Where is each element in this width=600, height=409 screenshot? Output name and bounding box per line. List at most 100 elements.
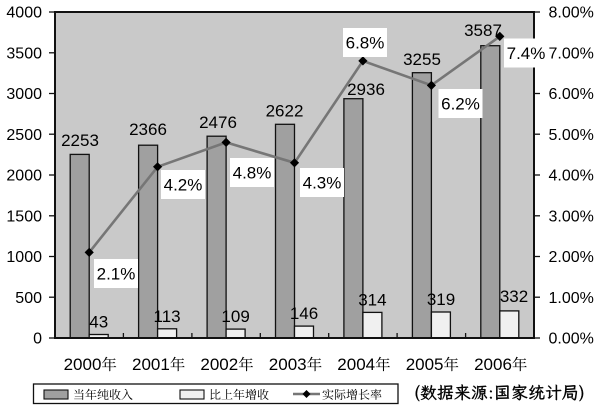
bar-increase-2004[interactable] bbox=[362, 311, 383, 339]
legend-entry-increase[interactable]: 比上年增收 bbox=[179, 388, 269, 402]
year-char-glyph bbox=[375, 356, 390, 372]
glyph-k0029 bbox=[579, 384, 584, 402]
growth-label-2006: 7.4% bbox=[504, 38, 548, 68]
bar-increase-2005[interactable] bbox=[430, 311, 452, 339]
year-char-glyph bbox=[101, 356, 117, 372]
growth-label-box-2000[interactable] bbox=[94, 259, 138, 288]
growth-label-2000: 2.1% bbox=[94, 259, 138, 288]
legend: 当年纯收入 比上年增收 实际增长率 bbox=[32, 383, 399, 405]
growth-label-text-2005: 6.2% bbox=[441, 95, 480, 114]
left-axis-tick-2: 1000 bbox=[6, 249, 42, 266]
glyph-k0028 bbox=[415, 384, 420, 402]
growth-label-box-2006[interactable] bbox=[504, 38, 548, 68]
legend-growth-marker bbox=[302, 390, 311, 398]
growth-label-text-2000: 2.1% bbox=[97, 265, 136, 284]
net-income-label-2002: 2476 bbox=[199, 113, 237, 132]
x-axis-label-2001: 2001 bbox=[132, 355, 185, 374]
year-char-glyph bbox=[170, 356, 185, 372]
x-axis-label-year-digits-2001: 2001 bbox=[132, 355, 170, 374]
growth-label-2005: 6.2% bbox=[438, 89, 483, 118]
right-axis-tick-7: 7.00% bbox=[549, 46, 594, 63]
legend-swatch-increase[interactable] bbox=[179, 389, 205, 400]
growth-label-box-2001[interactable] bbox=[161, 170, 205, 199]
growth-label-text-2002: 4.8% bbox=[233, 164, 272, 183]
right-axis-tick-0: 0.00% bbox=[549, 331, 594, 348]
increase-label-2003: 146 bbox=[290, 304, 318, 323]
x-axis-label-2003: 2003 bbox=[269, 355, 322, 374]
year-char-glyph bbox=[238, 356, 254, 372]
left-axis-tick-6: 3000 bbox=[6, 86, 42, 103]
glyph-k6e90 bbox=[471, 385, 488, 401]
growth-marker-2000[interactable] bbox=[84, 247, 94, 257]
source-note-glyphs bbox=[415, 384, 584, 402]
growth-label-2002: 4.8% bbox=[230, 158, 274, 187]
increase-label-2000: 43 bbox=[89, 313, 108, 332]
increase-label-2004: 314 bbox=[358, 290, 386, 309]
glyph-k8ba1 bbox=[545, 384, 562, 401]
bar-increase-2002[interactable] bbox=[225, 328, 246, 339]
growth-label-box-2003[interactable] bbox=[300, 168, 344, 197]
legend-swatch-net-income[interactable] bbox=[43, 389, 69, 400]
right-axis-tick-5: 5.00% bbox=[549, 127, 594, 144]
growth-marker-2005[interactable] bbox=[426, 80, 436, 90]
glyph-k6765 bbox=[454, 384, 471, 401]
growth-label-text-2003: 4.3% bbox=[303, 174, 342, 193]
bar-net-income-2000[interactable] bbox=[69, 153, 90, 339]
left-axis-tick-5: 2500 bbox=[6, 127, 42, 144]
net-income-label-2001: 2366 bbox=[129, 120, 167, 139]
left-axis-tick-3: 1500 bbox=[6, 208, 42, 225]
right-axis-tick-4: 4.00% bbox=[549, 168, 594, 185]
growth-marker-2004[interactable] bbox=[358, 56, 368, 66]
growth-marker-2001[interactable] bbox=[153, 162, 163, 172]
glyph-k7edf bbox=[528, 384, 545, 401]
increase-label-2002: 109 bbox=[221, 307, 249, 326]
bars-increase bbox=[88, 310, 520, 339]
increase-value-labels: 43 113 109 146 314 319 332 bbox=[89, 287, 528, 332]
x-axis-label-year-digits-2002: 2002 bbox=[200, 355, 238, 374]
glyph-k636e bbox=[437, 384, 454, 401]
growth-marker-2002[interactable] bbox=[221, 137, 231, 148]
growth-label-box-2005[interactable] bbox=[438, 89, 483, 118]
x-axis-label-year-digits-2000: 2000 bbox=[64, 355, 102, 374]
growth-rate-markers bbox=[84, 31, 505, 257]
bar-increase-2003[interactable] bbox=[293, 325, 315, 339]
left-axis-tick-1: 500 bbox=[15, 290, 42, 307]
growth-label-text-2001: 4.2% bbox=[164, 176, 203, 195]
net-income-label-2005: 3255 bbox=[403, 50, 441, 69]
bar-net-income-2006[interactable] bbox=[480, 45, 501, 339]
right-axis-tick-3: 3.00% bbox=[549, 208, 594, 225]
right-axis-tick-8: 8.00% bbox=[549, 5, 594, 22]
glyph-k5c40 bbox=[562, 385, 578, 401]
growth-label-box-2002[interactable] bbox=[230, 158, 274, 187]
legend-entry-growth[interactable]: 实际增长率 bbox=[293, 387, 382, 402]
growth-label-text-2006: 7.4% bbox=[507, 44, 546, 63]
x-axis-label-2006: 2006 bbox=[474, 355, 527, 374]
growth-label-box-2004[interactable] bbox=[343, 28, 387, 57]
growth-marker-2003[interactable] bbox=[289, 158, 300, 168]
x-axis-label-2005: 2005 bbox=[406, 355, 459, 374]
x-axis-label-year-digits-2006: 2006 bbox=[474, 355, 512, 374]
legend-entry-net-income[interactable]: 当年纯收入 bbox=[43, 388, 133, 402]
x-axis-label-2000: 2000 bbox=[64, 355, 117, 374]
bar-increase-2006[interactable] bbox=[499, 310, 520, 339]
net-income-label-2006: 3587 bbox=[464, 21, 502, 40]
right-axis-tick-1: 1.00% bbox=[549, 290, 594, 307]
year-char-glyph bbox=[512, 356, 527, 372]
year-char-glyph bbox=[444, 356, 459, 372]
net-income-label-2000: 2253 bbox=[61, 131, 99, 150]
growth-label-2001: 4.2% bbox=[161, 170, 205, 199]
x-axis-label-2004: 2004 bbox=[337, 355, 390, 374]
glyph-k56fd bbox=[495, 385, 510, 401]
x-axis-label-year-digits-2003: 2003 bbox=[269, 355, 307, 374]
bar-increase-2001[interactable] bbox=[156, 328, 178, 339]
right-axis-labels: 0.00% 1.00% 2.00% 3.00% 4.00% 5.00% 6.00… bbox=[549, 5, 594, 348]
x-axis-labels: 2000 2001 2002 2003 2004 2005 2006 bbox=[64, 355, 527, 374]
growth-label-2004: 6.8% bbox=[343, 28, 387, 57]
glyph-k5bb6 bbox=[512, 384, 528, 401]
growth-marker-2006[interactable] bbox=[495, 31, 505, 41]
glyph-k6570 bbox=[420, 384, 437, 401]
net-income-label-2004: 2936 bbox=[347, 80, 385, 99]
bars-net-income bbox=[69, 45, 501, 339]
